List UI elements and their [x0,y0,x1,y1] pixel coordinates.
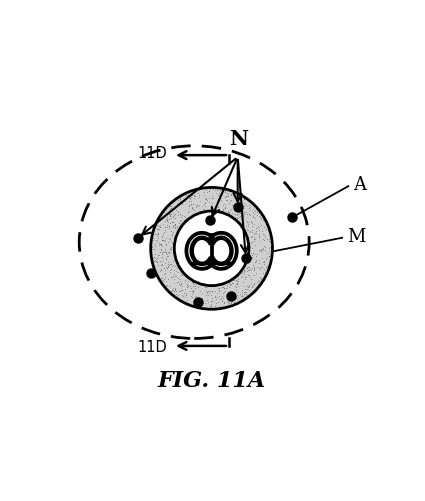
Text: 11D: 11D [137,340,167,355]
Text: FIG. 11A: FIG. 11A [158,370,266,392]
Text: 11D: 11D [137,146,167,161]
Text: M: M [347,227,366,245]
Text: N: N [230,129,249,149]
Circle shape [174,211,249,286]
Text: A: A [353,176,366,194]
Circle shape [151,187,272,309]
